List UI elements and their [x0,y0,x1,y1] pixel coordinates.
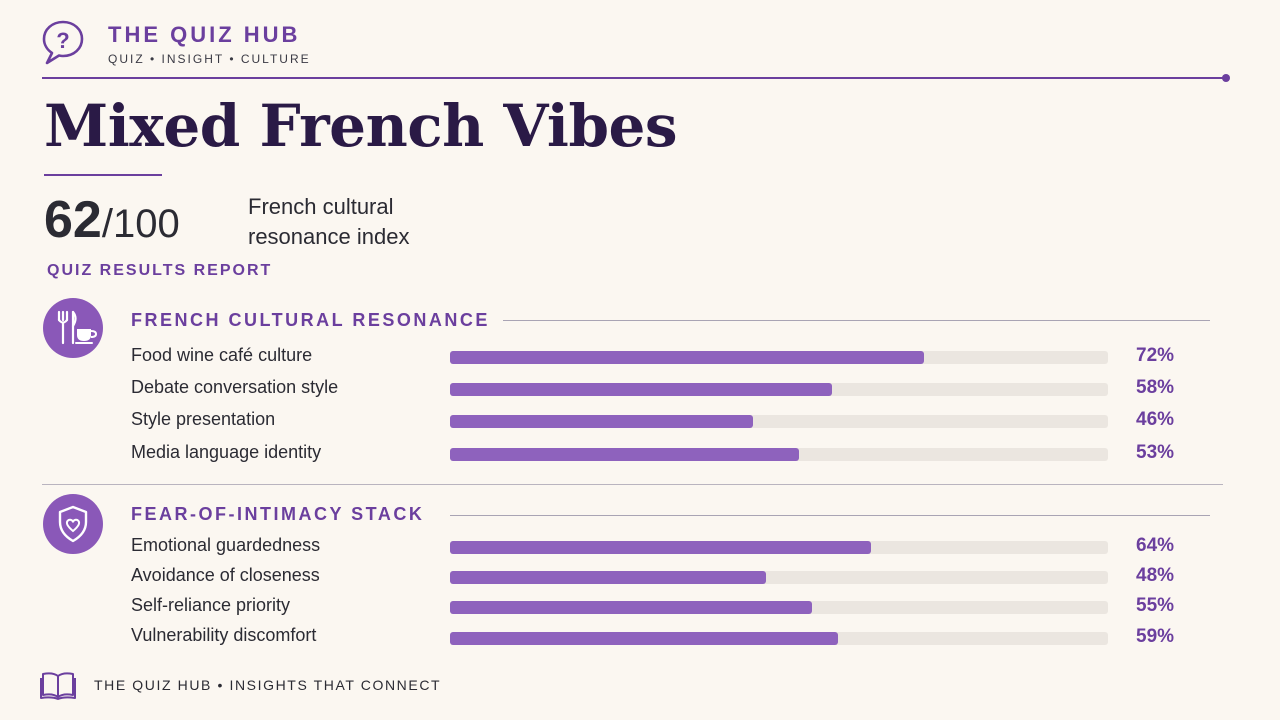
row-percent: 46% [1136,409,1175,430]
progress-bar [450,541,1108,554]
progress-fill [450,632,839,645]
open-book-icon [40,670,76,700]
section-rule [503,320,1210,321]
score-denominator: /100 [101,202,180,246]
fork-knife-cup-icon [43,298,103,358]
progress-fill [450,601,812,614]
row-percent: 48% [1136,565,1175,586]
row-percent: 53% [1136,442,1175,463]
progress-bar [450,415,1108,428]
question-bubble-icon: ? [40,19,86,65]
progress-fill [450,383,832,396]
progress-bar [450,632,1108,645]
page-title: Mixed French Vibes [44,92,678,160]
row-percent: 59% [1136,626,1175,647]
progress-bar [450,351,1108,364]
section-rule [450,515,1210,516]
score-label: French cultural resonance index [248,194,410,249]
progress-fill [450,415,753,428]
progress-bar [450,448,1108,461]
title-underline [44,174,162,176]
footer-text: THE QUIZ HUB • INSIGHTS THAT CONNECT [94,677,442,693]
progress-bar [450,601,1108,614]
row-percent: 64% [1136,535,1175,556]
row-percent: 58% [1136,377,1175,398]
score-value: 62 [44,191,102,249]
score-display: 62/100 [44,190,180,250]
section-title-fear-of-intimacy-stack: FEAR-OF-INTIMACY STACK [131,504,425,524]
brand-tagline: QUIZ • INSIGHT • CULTURE [108,52,311,66]
progress-fill [450,351,924,364]
progress-fill [450,541,872,554]
row-label: Avoidance of closeness [131,565,320,585]
header-rule-dot [1222,74,1230,82]
row-percent: 72% [1136,345,1175,366]
svg-text:?: ? [56,28,69,53]
section-divider [42,484,1223,485]
row-percent: 55% [1136,595,1175,616]
shield-heart-icon [43,494,103,554]
row-label: Media language identity [131,442,322,462]
row-label: Style presentation [131,409,276,429]
row-label: Emotional guardedness [131,535,321,555]
header-rule [42,77,1226,79]
row-label: Food wine café culture [131,345,313,365]
row-label: Vulnerability discomfort [131,625,317,645]
progress-bar [450,571,1108,584]
progress-fill [450,448,799,461]
progress-fill [450,571,766,584]
section-title-french-cultural-resonance: FRENCH CULTURAL RESONANCE [131,310,490,330]
row-label: Debate conversation style [131,377,339,397]
brand-name: THE QUIZ HUB [108,22,301,47]
row-label: Self-reliance priority [131,595,291,615]
progress-bar [450,383,1108,396]
report-label: QUIZ RESULTS REPORT [47,262,273,279]
